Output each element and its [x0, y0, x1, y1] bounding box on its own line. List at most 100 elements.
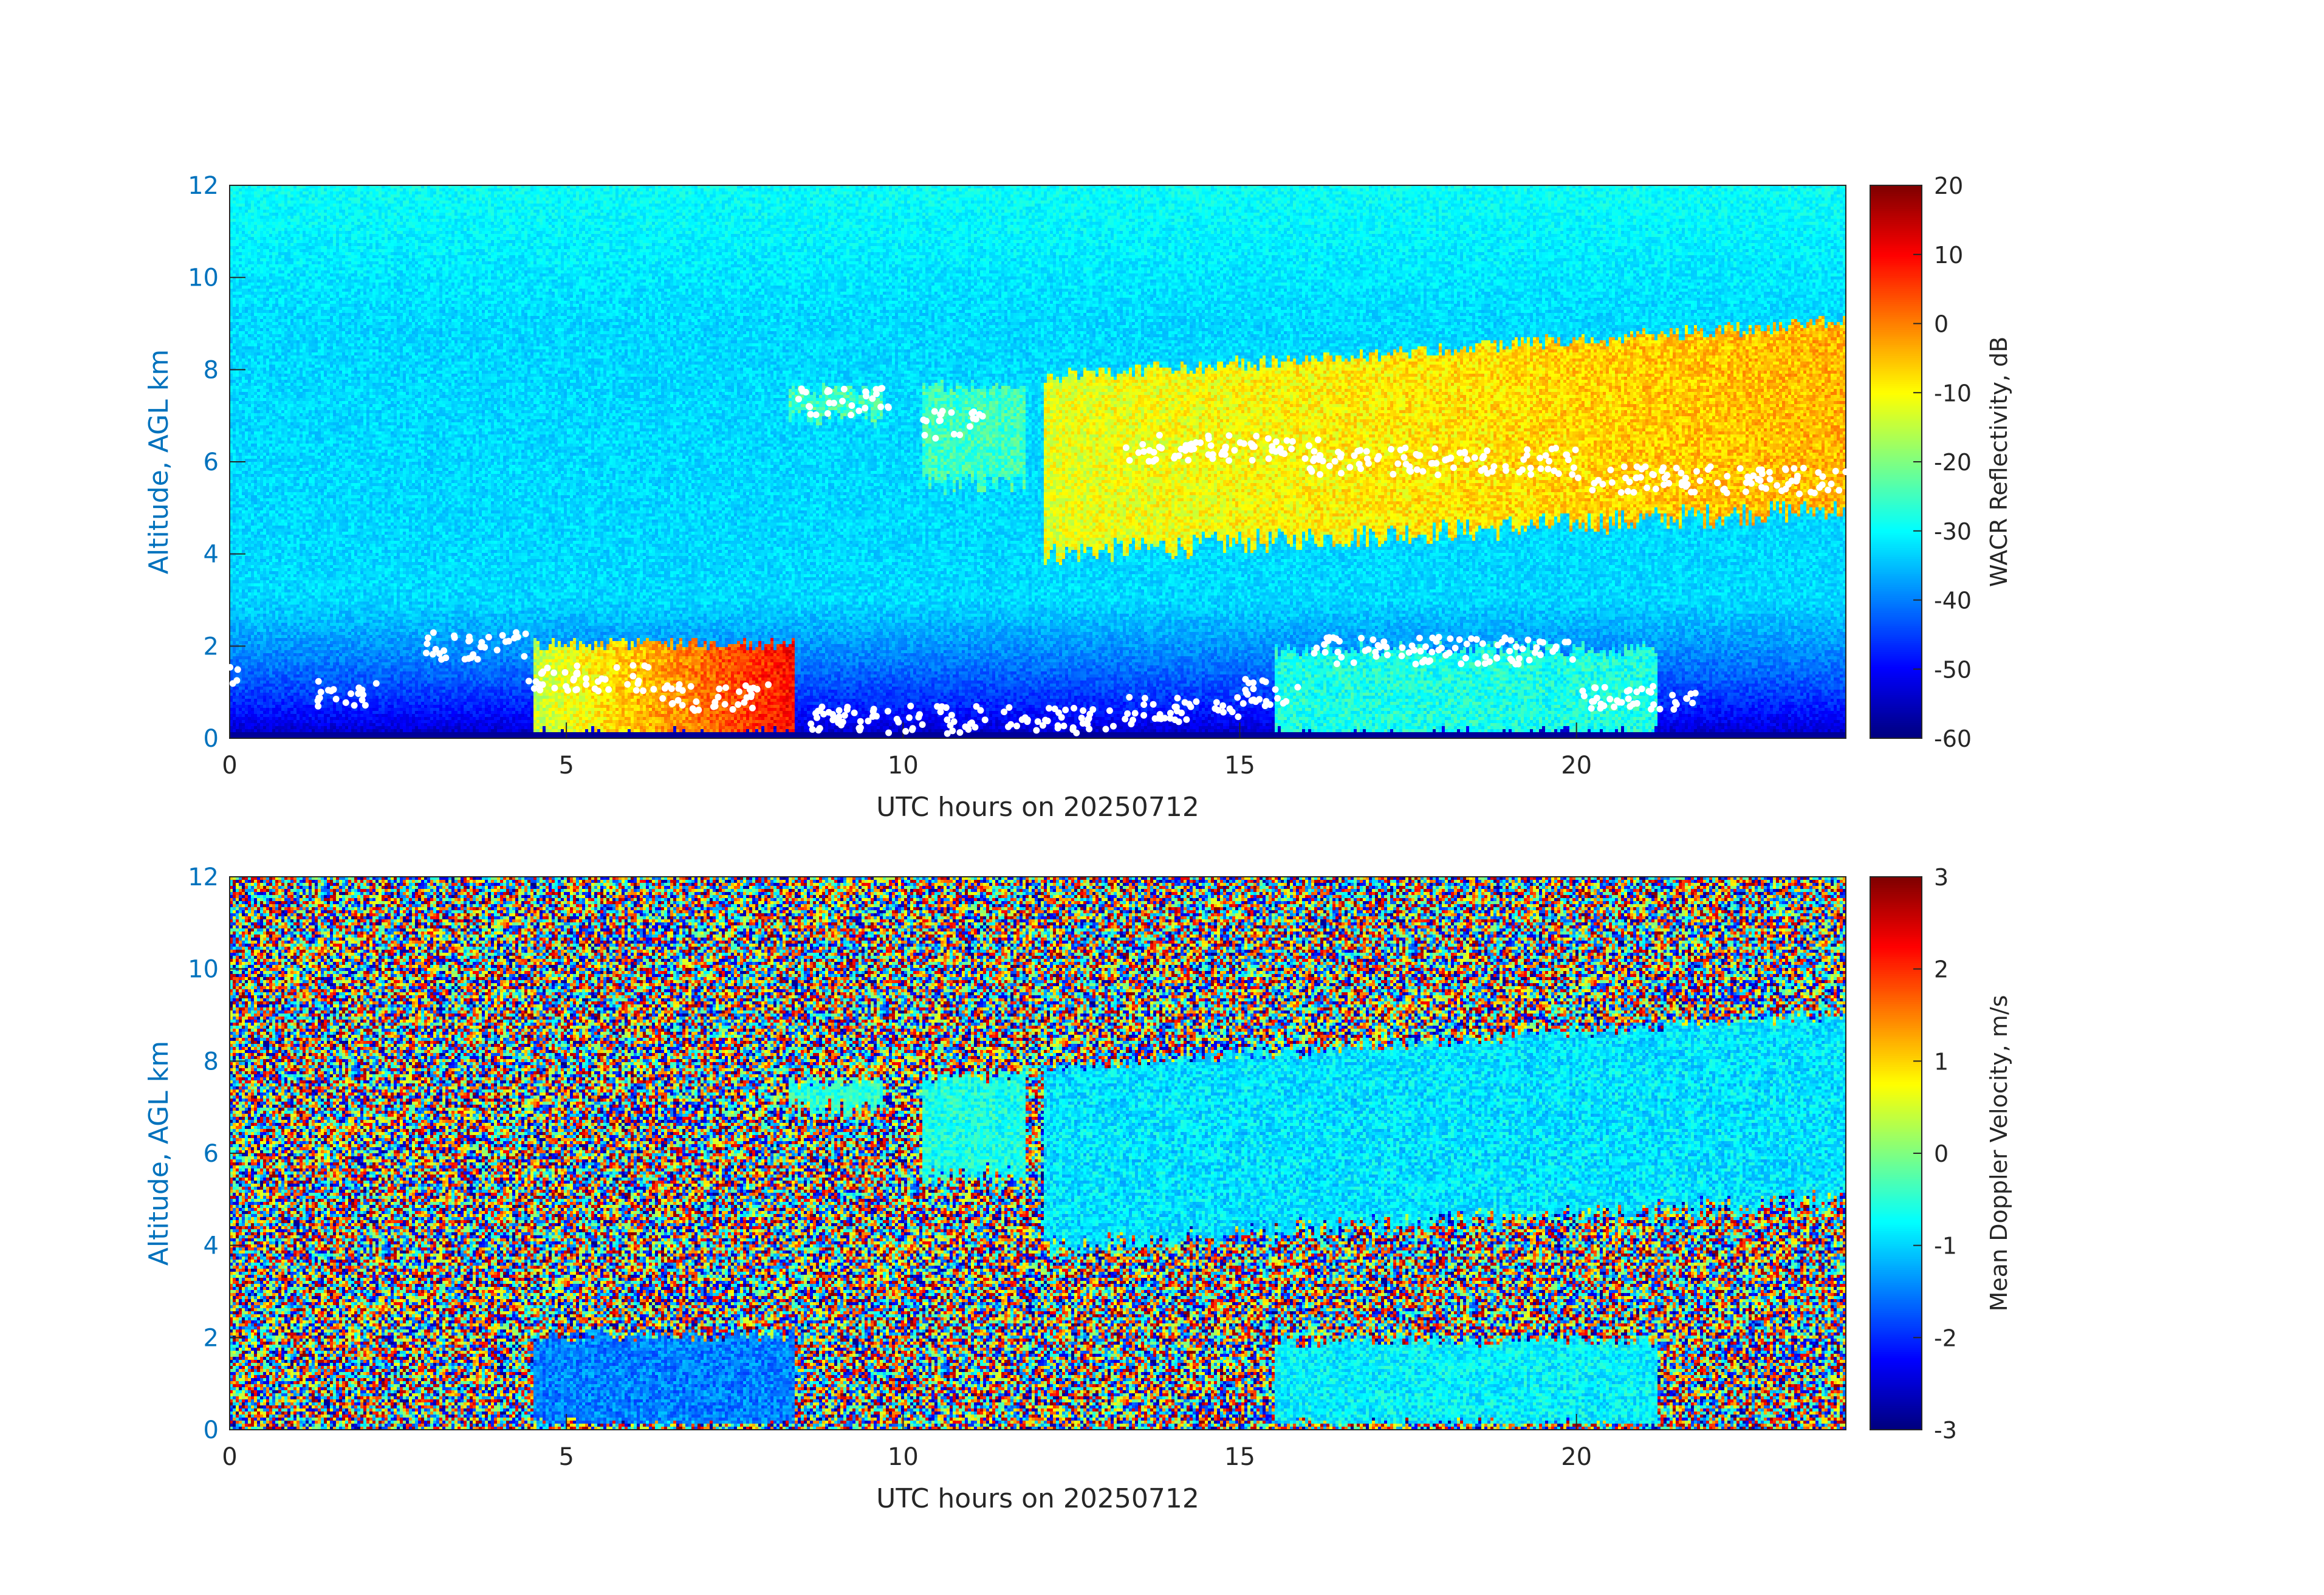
ceilometer-cloud-base-point	[550, 669, 558, 676]
ceilometer-cloud-base-point	[679, 687, 686, 694]
ceilometer-cloud-base-point	[1512, 660, 1520, 668]
ceilometer-cloud-base-point	[893, 715, 900, 722]
ceilometer-cloud-base-point	[1766, 468, 1773, 476]
ceilometer-cloud-base-point	[1062, 706, 1069, 713]
ceilometer-cloud-base-point	[1005, 723, 1012, 730]
ceilometer-cloud-base-point	[973, 703, 980, 710]
ceilometer-cloud-base-point	[862, 388, 869, 396]
ceilometer-cloud-base-point	[839, 397, 846, 405]
ceilometer-cloud-base-point	[741, 699, 748, 706]
ceilometer-cloud-base-point	[1317, 471, 1324, 478]
velocity-ytick-label: 6	[204, 1140, 219, 1168]
ceilometer-cloud-base-point	[1552, 445, 1560, 452]
ceilometer-cloud-base-point	[1140, 448, 1147, 455]
ceilometer-cloud-base-point	[855, 407, 863, 414]
ceilometer-cloud-base-point	[1226, 705, 1233, 712]
ceilometer-cloud-base-point	[429, 651, 436, 658]
velocity-colorbar-gradient	[1870, 877, 1922, 1430]
reflectivity-ytick-label: 8	[204, 356, 219, 384]
ceilometer-cloud-base-point	[922, 417, 930, 425]
ceilometer-cloud-base-point	[1084, 721, 1091, 728]
ceilometer-cloud-base-point	[949, 727, 956, 735]
velocity-colorbar-tick-label: 2	[1934, 956, 1949, 983]
ceilometer-cloud-base-point	[1333, 660, 1340, 667]
ceilometer-cloud-base-point	[372, 680, 380, 687]
ceilometer-cloud-base-point	[1220, 708, 1227, 716]
ceilometer-cloud-base-point	[591, 685, 598, 693]
ceilometer-cloud-base-point	[583, 681, 590, 688]
ceilometer-cloud-base-point	[351, 702, 358, 709]
ceilometer-cloud-base-point	[824, 410, 831, 417]
ceilometer-cloud-base-point	[1572, 446, 1579, 453]
ceilometer-cloud-base-point	[795, 396, 802, 403]
ceilometer-cloud-base-point	[1314, 436, 1321, 444]
ceilometer-cloud-base-point	[641, 662, 648, 670]
ceilometer-cloud-base-point	[1131, 710, 1139, 717]
ceilometer-cloud-base-point	[1758, 484, 1765, 491]
ceilometer-cloud-base-point	[948, 409, 955, 416]
ceilometer-cloud-base-point	[1357, 634, 1365, 642]
ceilometer-cloud-base-point	[234, 666, 241, 673]
ceilometer-cloud-base-point	[1670, 705, 1678, 713]
ceilometer-cloud-base-point	[1689, 699, 1696, 707]
ceilometer-cloud-base-point	[1545, 458, 1552, 465]
reflectivity-colorbar-label: WACR Reflectivity, dB	[1986, 337, 2012, 587]
ceilometer-cloud-base-point	[1150, 701, 1157, 708]
ceilometer-cloud-base-point	[1265, 455, 1272, 462]
ceilometer-cloud-base-point	[1515, 655, 1523, 662]
ceilometer-cloud-base-point	[885, 729, 893, 736]
ceilometer-cloud-base-point	[594, 678, 602, 685]
ceilometer-cloud-base-point	[629, 673, 637, 680]
ceilometer-cloud-base-point	[348, 690, 355, 698]
ceilometer-cloud-base-point	[315, 702, 322, 710]
ceilometer-cloud-base-point	[1140, 701, 1148, 708]
ceilometer-cloud-base-point	[979, 413, 986, 420]
ceilometer-cloud-base-point	[977, 707, 984, 714]
ceilometer-cloud-base-point	[1574, 474, 1582, 481]
ceilometer-cloud-base-point	[1069, 726, 1077, 733]
reflectivity-x-axis-label: UTC hours on 20250712	[876, 792, 1199, 823]
ceilometer-cloud-base-point	[1006, 704, 1013, 711]
ceilometer-cloud-base-point	[342, 699, 349, 706]
velocity-xtick-label: 20	[1561, 1443, 1592, 1471]
ceilometer-cloud-base-point	[1419, 659, 1426, 666]
reflectivity-xtick-label: 15	[1224, 752, 1255, 780]
ceilometer-cloud-base-point	[937, 708, 944, 716]
ceilometer-cloud-base-point	[1462, 654, 1469, 662]
ceilometer-cloud-base-point	[1630, 701, 1637, 708]
ceilometer-cloud-base-point	[877, 385, 885, 393]
ceilometer-cloud-base-point	[1225, 457, 1233, 464]
ceilometer-cloud-base-point	[1124, 710, 1131, 718]
velocity-ytick-label: 12	[188, 863, 219, 891]
ceilometer-cloud-base-point	[1398, 653, 1405, 660]
ceilometer-cloud-base-point	[650, 685, 657, 693]
ceilometer-cloud-base-point	[229, 680, 236, 687]
ceilometer-cloud-base-point	[544, 664, 551, 671]
ceilometer-cloud-base-point	[602, 676, 609, 683]
ceilometer-cloud-base-point	[921, 431, 928, 439]
reflectivity-ytick-label: 0	[204, 725, 219, 753]
ceilometer-cloud-base-point	[1650, 682, 1657, 690]
ceilometer-cloud-base-point	[1607, 466, 1614, 473]
ceilometer-cloud-base-point	[1122, 715, 1129, 722]
ceilometer-cloud-base-point	[502, 638, 509, 645]
velocity-xtick-label: 10	[888, 1443, 919, 1471]
ceilometer-cloud-base-point	[870, 705, 877, 713]
ceilometer-cloud-base-point	[1527, 464, 1534, 472]
ceilometer-cloud-base-point	[562, 683, 569, 690]
ceilometer-cloud-base-point	[1638, 685, 1645, 693]
ceilometer-cloud-base-point	[1383, 651, 1391, 659]
ceilometer-cloud-base-point	[1549, 648, 1557, 655]
ceilometer-cloud-base-point	[1157, 715, 1165, 722]
ceilometer-cloud-base-point	[1597, 701, 1605, 708]
ceilometer-cloud-base-point	[1126, 694, 1133, 701]
ceilometer-cloud-base-point	[865, 718, 872, 725]
ceilometer-cloud-base-point	[834, 715, 841, 722]
ceilometer-cloud-base-point	[1394, 460, 1402, 467]
ceilometer-cloud-base-point	[908, 726, 916, 733]
ceilometer-cloud-base-point	[573, 686, 580, 693]
ceilometer-cloud-base-point	[1650, 701, 1657, 708]
ceilometer-cloud-base-point	[522, 630, 529, 637]
ceilometer-cloud-base-point	[1507, 655, 1514, 662]
